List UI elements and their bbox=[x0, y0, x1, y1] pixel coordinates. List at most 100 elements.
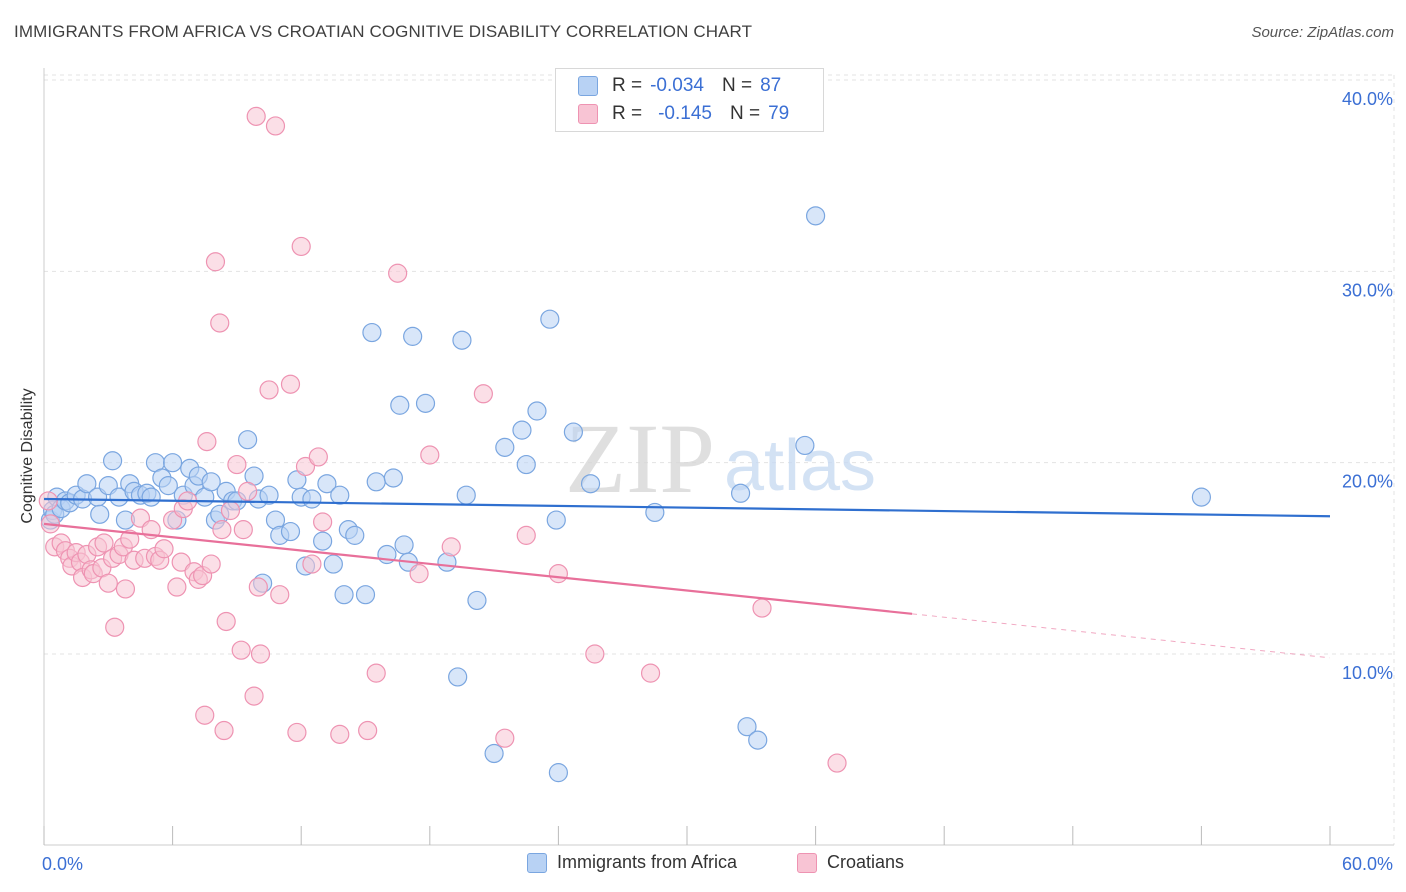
legend-n-label: N = bbox=[729, 103, 761, 124]
grid-lines bbox=[44, 74, 1395, 845]
legend-r-label: R = bbox=[612, 75, 643, 96]
data-point-croatians bbox=[302, 554, 322, 574]
data-point-croatians bbox=[210, 313, 230, 333]
data-point-africa bbox=[415, 393, 436, 413]
data-point-croatians bbox=[227, 454, 247, 475]
data-point-croatians bbox=[231, 640, 251, 660]
data-point-africa bbox=[540, 309, 560, 329]
legend-item-immigrants-from-africa[interactable]: Immigrants from Africa bbox=[527, 852, 737, 873]
data-point-africa bbox=[90, 504, 110, 524]
data-point-africa bbox=[302, 489, 322, 509]
data-point-africa bbox=[516, 454, 536, 475]
series-legend: Immigrants from Africa Croatians bbox=[0, 852, 1406, 878]
data-point-croatians bbox=[246, 106, 266, 126]
data-point-croatians bbox=[516, 525, 536, 545]
data-point-croatians bbox=[291, 236, 311, 257]
data-point-africa bbox=[548, 763, 569, 783]
data-point-croatians bbox=[220, 500, 241, 521]
data-point-croatians bbox=[195, 705, 215, 725]
data-point-africa bbox=[448, 667, 468, 687]
data-point-africa bbox=[330, 485, 350, 505]
data-point-croatians bbox=[441, 537, 461, 557]
data-point-africa bbox=[141, 487, 161, 507]
data-point-africa bbox=[317, 474, 337, 494]
source-credit: Source: ZipAtlas.com bbox=[1251, 24, 1394, 41]
data-point-africa bbox=[362, 322, 382, 343]
data-point-croatians bbox=[205, 252, 226, 272]
data-point-africa bbox=[77, 474, 97, 494]
legend-r-label: R = bbox=[612, 103, 643, 124]
data-point-africa bbox=[334, 585, 354, 605]
data-point-africa bbox=[259, 485, 279, 505]
data-point-africa bbox=[366, 472, 386, 492]
data-point-africa bbox=[394, 535, 414, 555]
data-point-africa bbox=[546, 510, 566, 530]
data-point-africa bbox=[323, 554, 343, 574]
y-tick-label: 40.0% bbox=[1342, 89, 1393, 109]
data-point-africa bbox=[355, 585, 376, 605]
data-point-croatians bbox=[473, 384, 493, 404]
legend-r-value: -0.145 bbox=[658, 103, 712, 124]
data-point-croatians bbox=[308, 447, 328, 467]
legend-r-value: -0.034 bbox=[650, 75, 704, 96]
data-point-croatians bbox=[548, 564, 569, 584]
data-point-croatians bbox=[94, 533, 114, 553]
legend-item-croatians[interactable]: Croatians bbox=[797, 852, 904, 873]
trend-line-croatians bbox=[43, 522, 913, 615]
data-point-africa bbox=[795, 435, 815, 456]
watermark: ZIP atlas bbox=[565, 403, 876, 514]
series-immigrants-from-africa bbox=[40, 206, 1212, 783]
data-point-croatians bbox=[366, 663, 386, 683]
legend-n-value: 79 bbox=[768, 103, 790, 124]
data-point-africa bbox=[730, 483, 751, 503]
trend-lines bbox=[43, 497, 1331, 659]
data-point-croatians bbox=[280, 374, 301, 394]
data-point-croatians bbox=[212, 520, 232, 540]
data-point-africa bbox=[201, 472, 221, 492]
data-point-africa bbox=[495, 437, 515, 457]
data-point-africa bbox=[345, 525, 365, 545]
data-point-africa bbox=[158, 476, 178, 496]
tick-labels: 10.0% 20.0% 30.0% 40.0% 0.0% 60.0% bbox=[42, 89, 1393, 874]
data-point-croatians bbox=[265, 116, 286, 136]
data-point-croatians bbox=[238, 481, 258, 501]
legend-swatch-pink bbox=[797, 852, 817, 873]
data-point-croatians bbox=[259, 380, 279, 400]
data-point-croatians bbox=[201, 554, 221, 574]
data-point-africa bbox=[102, 451, 123, 471]
legend-label: Croatians bbox=[827, 852, 905, 872]
data-point-africa bbox=[452, 330, 472, 350]
y-tick-label: 10.0% bbox=[1342, 663, 1393, 683]
data-point-croatians bbox=[495, 728, 515, 748]
data-point-croatians bbox=[98, 573, 118, 593]
watermark-zip: ZIP bbox=[565, 403, 715, 514]
data-point-croatians bbox=[287, 722, 307, 743]
data-point-croatians bbox=[154, 539, 174, 559]
x-tick-label: 60.0% bbox=[1342, 854, 1393, 874]
data-point-africa bbox=[805, 206, 826, 226]
axes bbox=[43, 68, 1394, 846]
legend-swatch-pink bbox=[578, 104, 598, 124]
data-point-croatians bbox=[270, 585, 290, 605]
data-point-africa bbox=[563, 422, 584, 442]
data-point-africa bbox=[280, 521, 301, 542]
data-point-croatians bbox=[313, 512, 333, 532]
data-point-croatians bbox=[827, 753, 847, 773]
data-point-croatians bbox=[120, 529, 140, 549]
data-point-africa bbox=[484, 743, 504, 764]
y-tick-label: 20.0% bbox=[1342, 472, 1393, 492]
data-point-croatians bbox=[388, 263, 408, 283]
data-point-croatians bbox=[358, 720, 378, 741]
data-point-croatians bbox=[244, 686, 264, 706]
data-point-africa bbox=[467, 590, 487, 611]
data-point-croatians bbox=[167, 577, 187, 597]
data-point-africa bbox=[527, 401, 547, 421]
data-point-croatians bbox=[115, 579, 136, 599]
data-point-croatians bbox=[38, 491, 58, 511]
data-point-africa bbox=[1191, 487, 1212, 507]
data-point-africa bbox=[238, 430, 258, 450]
data-point-africa bbox=[403, 326, 423, 346]
legend-label: Immigrants from Africa bbox=[557, 852, 738, 872]
data-point-croatians bbox=[752, 598, 772, 618]
data-point-croatians bbox=[295, 456, 316, 477]
